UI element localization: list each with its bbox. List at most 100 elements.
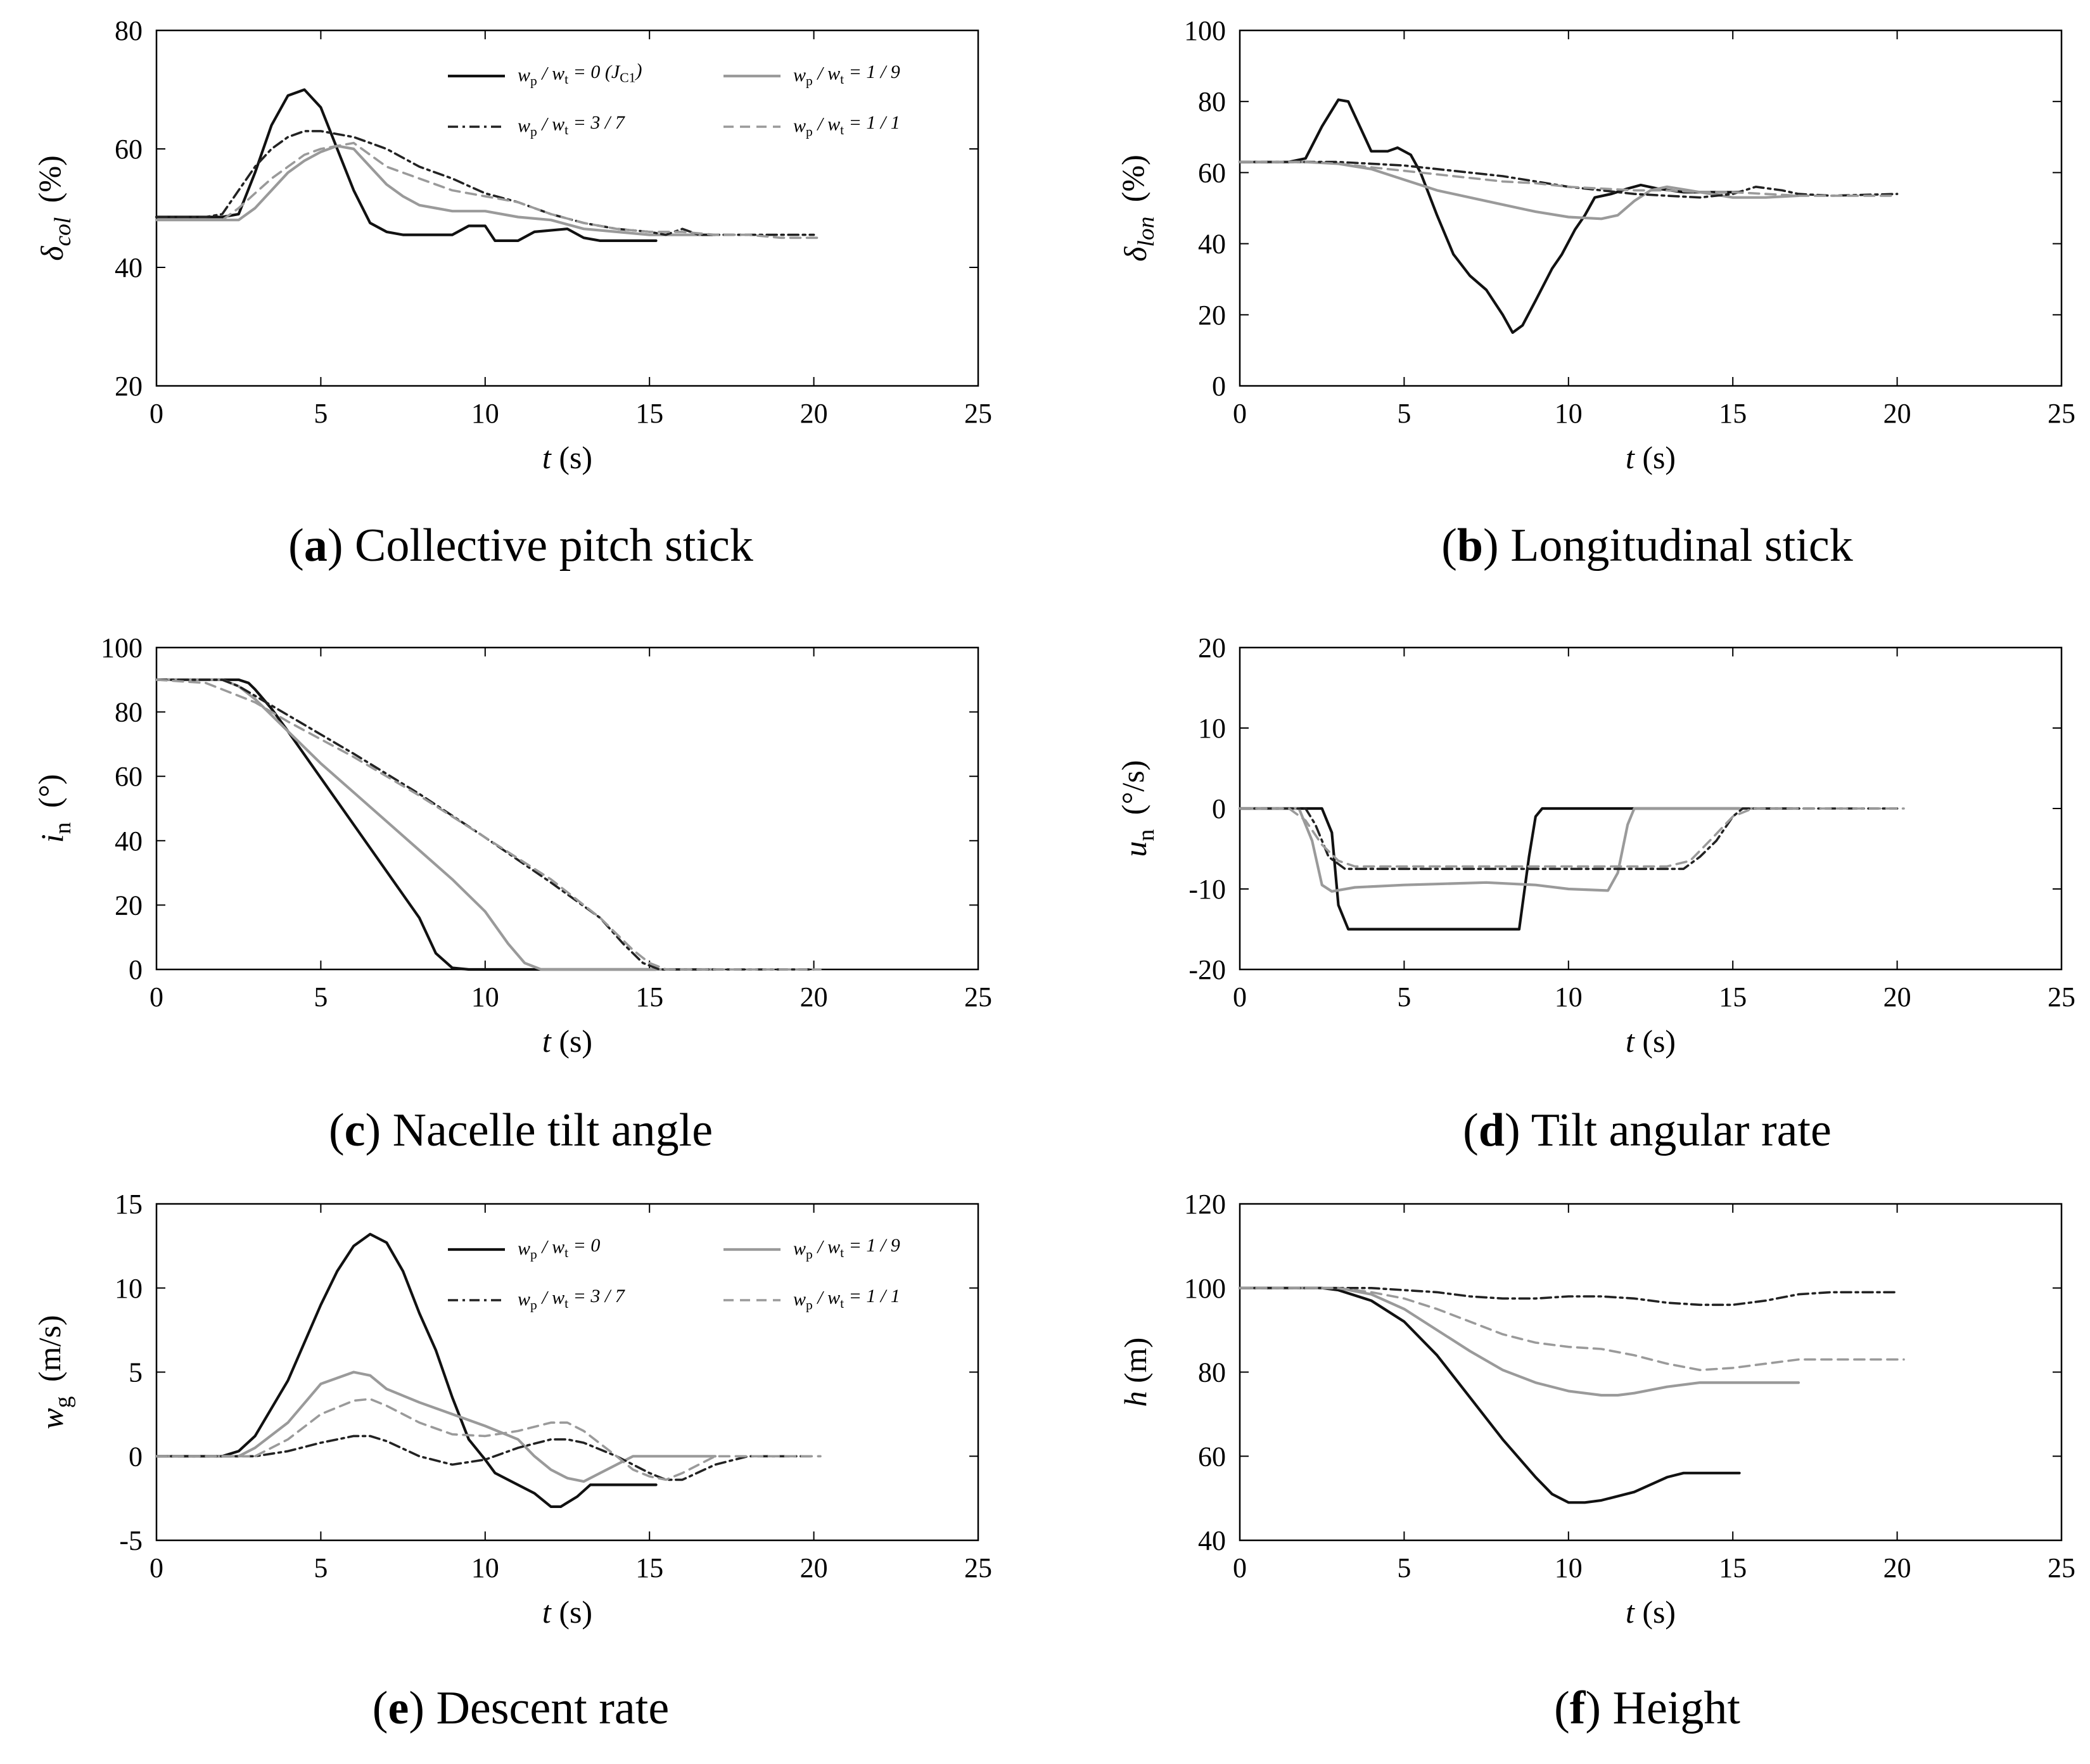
panel-d: 0 5 10 15 20 25 -20 -10 0 10 20 t (s) un (°/s) (d) Ti… — [1115, 632, 2075, 1156]
plot-frame — [155, 29, 979, 387]
y-axis-label: in (°) — [32, 774, 76, 843]
y-tick-label: 15 — [115, 1189, 143, 1220]
legend-label: wp​ / wt​ = 1 / 9 — [793, 61, 900, 89]
y-tick-label: 40 — [1198, 229, 1226, 260]
x-tick-label: 25 — [964, 1552, 992, 1583]
x-axis-label: t (s) — [542, 1023, 592, 1059]
y-tick-label: 60 — [115, 134, 143, 165]
x-tick-label: 0 — [150, 981, 163, 1013]
x-tick-label: 25 — [2048, 1552, 2075, 1583]
y-tick-label: 5 — [129, 1357, 143, 1388]
y-axis-label: un (°/s) — [1115, 760, 1159, 857]
panel-a: 0 5 10 15 20 25 20 40 60 80 t (s) δcol (%) wp​ / wt​… — [32, 15, 992, 572]
y-tick-label: -20 — [1188, 954, 1226, 985]
legend: wp​ / wt​ = 0 (JC1​) wp​ / wt​ = 1 / 9 wp​… — [448, 60, 900, 139]
x-tick-label: 5 — [1397, 1552, 1411, 1583]
y-tick-label: -10 — [1188, 874, 1226, 905]
y-axis-label: h (m) — [1118, 1338, 1153, 1407]
y-tick-label: 120 — [1184, 1189, 1226, 1220]
y-tick-label: 40 — [1198, 1525, 1226, 1556]
series-line-solid-gray — [155, 678, 717, 971]
x-axis-label: t (s) — [542, 440, 592, 475]
series-line-solid-black — [155, 678, 658, 971]
y-tick-label: 100 — [1184, 15, 1226, 46]
panel-c: 0 5 10 15 20 25 0 20 40 60 80 100 t (s) in (°) (c) Nac… — [32, 632, 992, 1156]
x-tick-label: 5 — [314, 398, 328, 429]
y-tick-label: -5 — [119, 1525, 143, 1556]
legend-label: wp​ / wt​ = 1 / 9 — [793, 1235, 900, 1262]
x-tick-label: 10 — [1555, 1552, 1583, 1583]
y-axis-label: δcol (%) — [32, 155, 76, 261]
series-line-dashed-gray — [155, 1398, 822, 1481]
x-tick-label: 20 — [800, 398, 828, 429]
series-line-solid-black — [155, 1232, 658, 1508]
y-tick-label: 0 — [129, 954, 143, 985]
series-line-solid-gray — [155, 144, 717, 236]
y-tick-label: 80 — [115, 15, 143, 46]
y-tick-label: 0 — [1212, 371, 1226, 402]
series-line-solid-black — [155, 88, 658, 242]
plot-frame — [155, 646, 979, 971]
panel-caption: (d) Tilt angular rate — [1463, 1104, 1832, 1156]
y-tick-label: 40 — [115, 826, 143, 857]
y-tick-label: 100 — [1184, 1273, 1226, 1304]
x-tick-label: 15 — [1719, 981, 1747, 1013]
x-tick-label: 25 — [2048, 398, 2075, 429]
x-tick-label: 10 — [471, 398, 499, 429]
y-tick-label: 20 — [115, 890, 143, 921]
legend-label: wp​ / wt​ = 1 / 1 — [793, 112, 900, 139]
x-tick-label: 15 — [1719, 1552, 1747, 1583]
panel-caption: (c) Nacelle tilt angle — [329, 1104, 713, 1156]
legend-label: wp​ / wt​ = 0 (JC1​) — [518, 60, 642, 88]
legend-label: wp​ / wt​ = 3 / 7 — [518, 1286, 626, 1313]
series-line-dashed-gray — [1239, 1287, 1905, 1371]
y-tick-label: 80 — [1198, 86, 1226, 117]
legend-label: wp​ / wt​ = 1 / 1 — [793, 1286, 900, 1313]
series-line-dashdot-black — [155, 1435, 815, 1481]
x-tick-label: 15 — [635, 398, 663, 429]
y-tick-label: 10 — [1198, 713, 1226, 744]
series-line-dashdot-black — [1239, 807, 1899, 871]
y-tick-label: 100 — [101, 632, 143, 663]
x-tick-label: 0 — [150, 398, 163, 429]
y-tick-label: 20 — [115, 371, 143, 402]
x-tick-label: 5 — [1397, 398, 1411, 429]
x-tick-label: 15 — [1719, 398, 1747, 429]
y-tick-label: 60 — [1198, 157, 1226, 188]
legend: wp​ / wt​ = 0 wp​ / wt​ = 1 / 9 wp​ / wt​ … — [448, 1235, 900, 1313]
x-tick-label: 25 — [964, 981, 992, 1013]
panel-f: 0 5 10 15 20 25 40 60 80 100 120 t (s) h (m) (f) Heig… — [1118, 1189, 2075, 1734]
series-line-dashdot-black — [1239, 160, 1899, 199]
y-axis-label: δlon (%) — [1115, 155, 1159, 262]
x-tick-label: 20 — [1883, 981, 1911, 1013]
y-tick-label: 20 — [1198, 632, 1226, 663]
x-tick-label: 20 — [1883, 398, 1911, 429]
panel-caption: (a) Collective pitch stick — [288, 520, 753, 572]
series-line-dashed-gray — [1239, 160, 1899, 197]
panel-b: 0 5 10 15 20 25 0 20 40 60 80 100 t (s) δlon (%) (b) L… — [1115, 15, 2075, 572]
panel-caption: (e) Descent rate — [373, 1682, 669, 1734]
series-line-solid-gray — [1238, 807, 1800, 893]
y-tick-label: 0 — [129, 1441, 143, 1472]
series-line-dashdot-black — [1239, 1287, 1899, 1307]
series-line-dashdot-black — [155, 679, 815, 971]
x-axis-label: t (s) — [1626, 440, 1676, 475]
y-tick-label: 80 — [115, 697, 143, 728]
x-tick-label: 15 — [635, 981, 663, 1013]
panel-caption: (f) Height — [1554, 1682, 1740, 1734]
x-axis-label: t (s) — [1626, 1023, 1676, 1059]
y-axis-label: wg (m/s) — [32, 1315, 76, 1429]
x-tick-label: 5 — [1397, 981, 1411, 1013]
x-tick-label: 15 — [635, 1552, 663, 1583]
x-tick-label: 20 — [1883, 1552, 1911, 1583]
legend-label: wp​ / wt​ = 0 — [518, 1235, 600, 1262]
series-line-dashed-gray — [155, 141, 822, 240]
x-tick-label: 10 — [1555, 981, 1583, 1013]
y-tick-label: 20 — [1198, 300, 1226, 331]
x-axis-label: t (s) — [1626, 1594, 1676, 1630]
y-tick-label: 40 — [115, 252, 143, 283]
x-tick-label: 10 — [471, 1552, 499, 1583]
series-line-solid-gray — [1238, 160, 1800, 220]
